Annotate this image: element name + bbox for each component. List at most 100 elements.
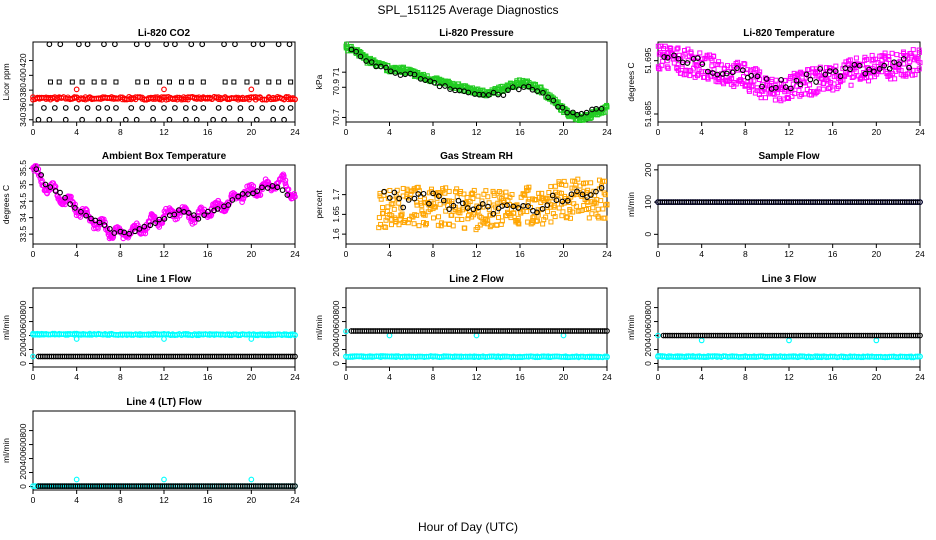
- data-point: [473, 332, 480, 339]
- data-point: [851, 74, 857, 80]
- y-axis-label: ml/min: [1, 438, 11, 463]
- data-point: [733, 81, 739, 87]
- data-point: [778, 77, 785, 83]
- data-point: [568, 191, 575, 198]
- data-point: [729, 69, 736, 76]
- y-tick-label: 0: [18, 484, 28, 489]
- data-point: [470, 196, 476, 202]
- data-point: [385, 204, 391, 210]
- data-point: [411, 71, 418, 78]
- data-point: [46, 41, 53, 48]
- data-point: [248, 105, 255, 111]
- data-point: [534, 209, 540, 216]
- y-tick-label: 800: [18, 300, 28, 314]
- x-tick-label: 24: [602, 249, 612, 259]
- x-tick-label: 20: [247, 127, 257, 137]
- data-point: [443, 185, 449, 191]
- data-point: [259, 105, 266, 111]
- data-point: [248, 476, 255, 483]
- y-tick-label: 400: [643, 328, 653, 342]
- data-point: [421, 199, 427, 205]
- data-point: [415, 191, 422, 197]
- y-axis-label: degrees C: [1, 185, 11, 224]
- x-tick-label: 20: [872, 249, 882, 259]
- data-point: [453, 189, 459, 195]
- data-point: [671, 60, 677, 66]
- data-point: [464, 194, 470, 200]
- series-3: [46, 41, 293, 48]
- data-point: [552, 214, 558, 220]
- data-point: [69, 79, 75, 85]
- data-point: [916, 49, 922, 55]
- data-point: [72, 204, 78, 211]
- panel-title: Line 4 (LT) Flow: [126, 397, 202, 408]
- data-point: [485, 218, 491, 224]
- data-point: [807, 76, 814, 83]
- series-2: [73, 86, 255, 93]
- x-tick-label: 0: [656, 127, 661, 137]
- data-point: [288, 79, 294, 85]
- data-point: [718, 62, 724, 68]
- data-point: [439, 220, 445, 226]
- x-tick-label: 16: [515, 249, 525, 259]
- y-tick-label: 200: [643, 342, 653, 356]
- data-point: [458, 188, 464, 194]
- data-point: [420, 190, 427, 197]
- x-tick-label: 12: [472, 249, 482, 259]
- y-tick-label: 400: [18, 451, 28, 465]
- data-point: [748, 68, 754, 74]
- y-tick-label: 200: [331, 342, 341, 356]
- data-point: [906, 64, 912, 71]
- y-axis-label: ml/min: [626, 192, 636, 217]
- data-point: [787, 85, 794, 92]
- data-point: [793, 77, 800, 84]
- data-point: [745, 67, 751, 73]
- x-tick-label: 4: [699, 372, 704, 382]
- data-point: [79, 79, 85, 85]
- data-point: [459, 216, 465, 222]
- data-point: [560, 332, 567, 339]
- x-tick-label: 16: [203, 249, 213, 259]
- data-point: [421, 196, 427, 202]
- data-point: [182, 105, 189, 111]
- data-point: [551, 203, 557, 209]
- data-point: [515, 215, 521, 221]
- data-point: [450, 223, 456, 229]
- data-point: [907, 59, 913, 65]
- data-point: [42, 181, 49, 188]
- data-point: [894, 52, 900, 58]
- data-point: [254, 188, 261, 195]
- x-tick-label: 16: [515, 372, 525, 382]
- data-point: [705, 76, 711, 82]
- data-point: [479, 201, 486, 207]
- data-point: [264, 185, 271, 191]
- data-point: [436, 83, 443, 90]
- data-point: [916, 66, 922, 72]
- x-tick-label: 8: [118, 127, 123, 137]
- data-point: [163, 41, 170, 48]
- x-tick-label: 8: [118, 495, 123, 505]
- data-point: [396, 195, 403, 202]
- data-point: [161, 105, 167, 111]
- data-point: [35, 166, 42, 172]
- series-4: [47, 79, 294, 85]
- data-point: [161, 336, 167, 342]
- y-tick-label: 600: [18, 314, 28, 328]
- data-point: [515, 86, 522, 93]
- data-point: [543, 214, 549, 220]
- series-3: [35, 353, 298, 360]
- data-point: [505, 87, 511, 94]
- data-point: [464, 205, 471, 211]
- data-point: [500, 92, 507, 98]
- figure-x-axis-title: Hour of Day (UTC): [418, 520, 518, 534]
- data-point: [879, 57, 885, 63]
- x-tick-label: 4: [74, 495, 79, 505]
- x-tick-label: 24: [915, 249, 925, 259]
- data-point: [398, 212, 404, 218]
- y-tick-label: 600: [18, 437, 28, 451]
- x-tick-label: 0: [31, 127, 36, 137]
- data-point: [734, 65, 740, 71]
- data-point: [431, 215, 437, 221]
- data-point: [161, 86, 167, 93]
